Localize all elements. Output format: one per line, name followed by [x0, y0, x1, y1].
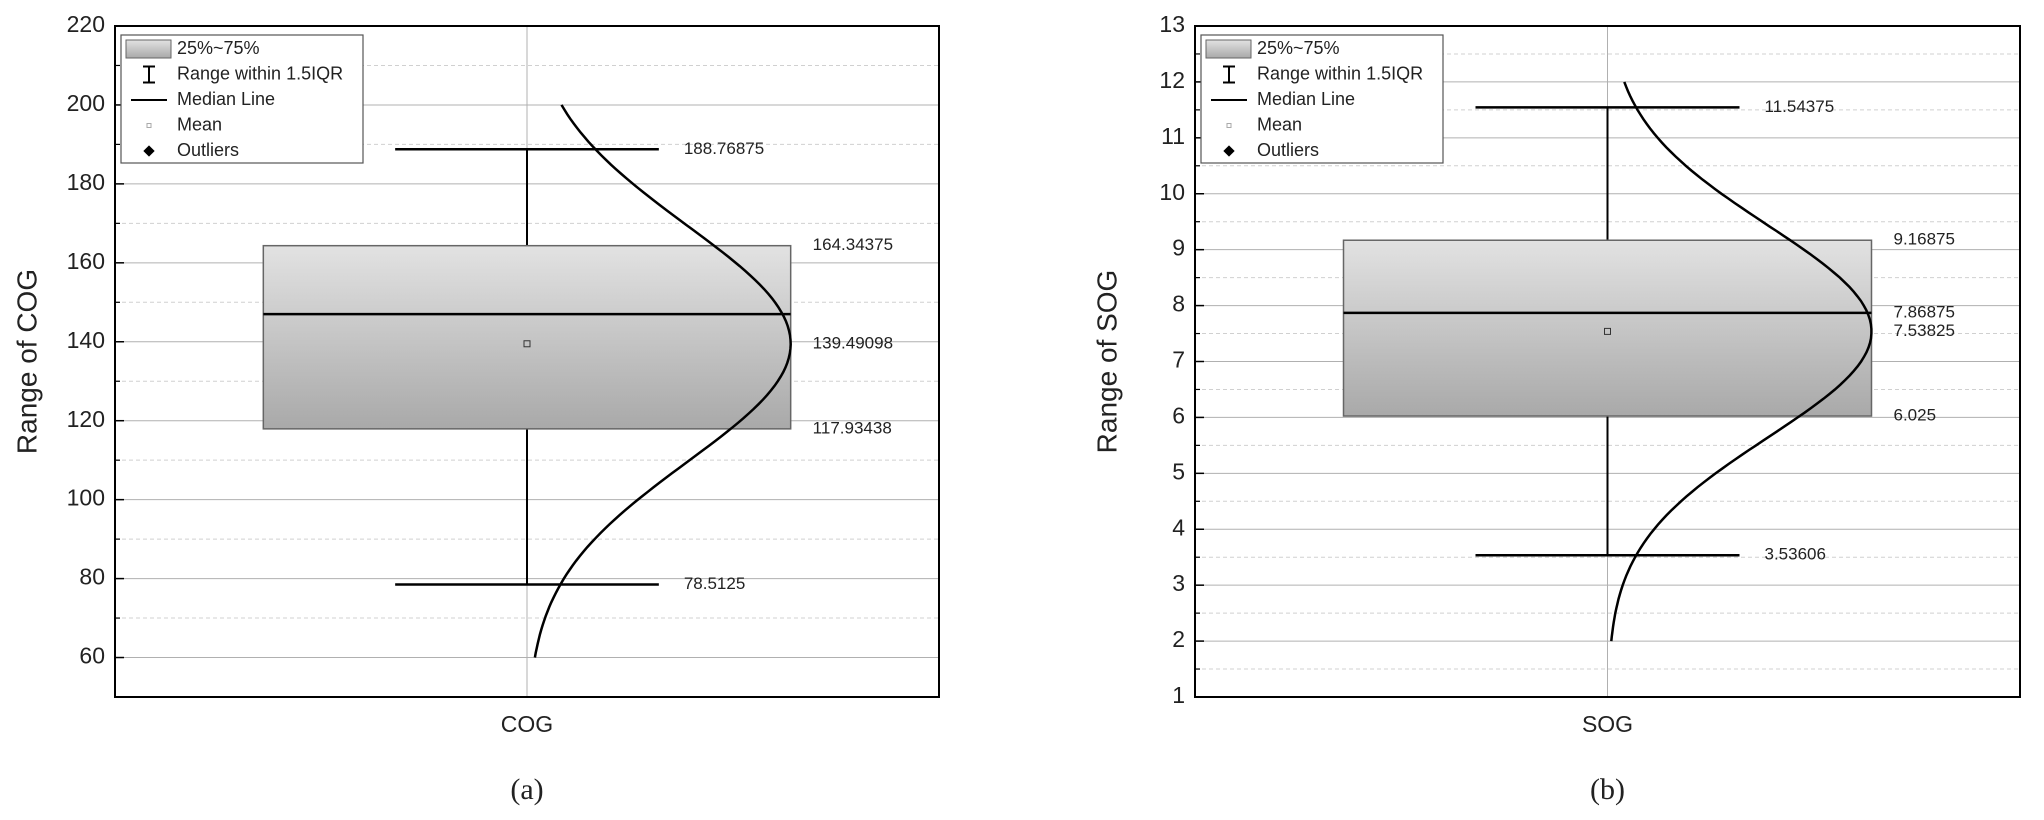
y-tick-label: 80 — [79, 564, 105, 590]
legend-swatch — [1223, 145, 1235, 157]
y-tick-label: 1 — [1172, 682, 1185, 708]
y-tick-label: 200 — [67, 90, 105, 116]
legend-label: Outliers — [177, 140, 239, 160]
mean-marker — [1604, 327, 1611, 335]
value-label: 11.54375 — [1765, 97, 1835, 116]
y-tick-label: 60 — [79, 643, 105, 669]
caption: (b) — [1590, 773, 1625, 806]
legend-label: Outliers — [1257, 140, 1319, 160]
value-label: 7.86875 — [1894, 302, 1955, 321]
value-label: 188.76875 — [684, 139, 764, 158]
y-tick-label: 2 — [1172, 626, 1185, 652]
box — [262, 244, 792, 430]
distribution-curve — [1610, 81, 1873, 642]
legend-swatch — [146, 123, 152, 128]
legend-swatch — [1205, 39, 1252, 59]
y-tick-label: 180 — [67, 169, 105, 195]
caption: (a) — [510, 773, 543, 806]
y-tick-label: 6 — [1172, 402, 1185, 428]
x-tick-label: COG — [501, 711, 553, 737]
y-axis-label: Range of COG — [11, 269, 42, 454]
legend-label: 25%~75% — [1257, 38, 1340, 58]
legend-label: Median Line — [177, 89, 275, 109]
y-tick-label: 160 — [67, 248, 105, 274]
y-tick-label: 8 — [1172, 291, 1185, 317]
value-label: 117.93438 — [813, 418, 892, 437]
value-label: 139.49098 — [813, 333, 893, 352]
legend-swatch — [1226, 123, 1232, 128]
legend-label: Mean — [177, 114, 222, 134]
y-tick-label: 220 — [67, 11, 105, 37]
y-tick-label: 13 — [1159, 11, 1185, 37]
y-tick-label: 12 — [1159, 67, 1185, 93]
legend-label: Mean — [1257, 114, 1302, 134]
distribution-curve — [533, 104, 792, 658]
value-label: 3.53606 — [1765, 545, 1826, 564]
y-tick-label: 100 — [67, 485, 105, 511]
y-tick-label: 120 — [67, 406, 105, 432]
y-axis-label: Range of SOG — [1091, 270, 1122, 454]
value-label: 164.34375 — [813, 235, 893, 254]
y-tick-label: 9 — [1172, 235, 1185, 261]
legend-label: Range within 1.5IQR — [177, 63, 343, 83]
value-label: 7.53825 — [1894, 321, 1955, 340]
legend-label: Range within 1.5IQR — [1257, 63, 1423, 83]
plot-frame — [114, 25, 940, 698]
y-tick-label: 140 — [67, 327, 105, 353]
value-label: 9.16875 — [1894, 230, 1955, 249]
legend-swatch — [143, 145, 155, 157]
value-label: 6.025 — [1894, 406, 1937, 425]
y-tick-label: 5 — [1172, 458, 1185, 484]
mean-marker — [523, 340, 531, 348]
y-tick-label: 3 — [1172, 570, 1185, 596]
y-tick-label: 4 — [1172, 514, 1185, 540]
plot-frame — [1194, 25, 2021, 698]
legend-label: Median Line — [1257, 89, 1355, 109]
y-tick-label: 11 — [1161, 123, 1185, 149]
value-label: 78.5125 — [684, 574, 745, 593]
y-tick-label: 10 — [1159, 179, 1185, 205]
legend-label: 25%~75% — [177, 38, 260, 58]
y-tick-label: 7 — [1172, 347, 1185, 373]
x-tick-label: SOG — [1582, 711, 1633, 737]
legend-swatch — [125, 39, 172, 59]
